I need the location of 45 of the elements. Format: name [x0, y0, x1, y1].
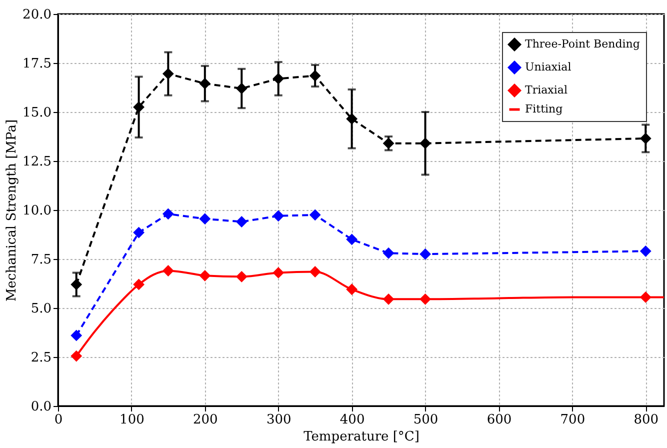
x-tick-label: 800: [634, 412, 659, 428]
y-tick-label: 17.5: [22, 56, 52, 72]
y-axis-title: Mechanical Strength [MPa]: [4, 119, 20, 302]
point: [640, 132, 652, 144]
y-tick-label: 7.5: [30, 252, 52, 268]
y-tick-label: 15.0: [22, 106, 52, 120]
x-axis-title: Temperature [°C]: [304, 430, 420, 444]
point: [162, 208, 174, 220]
legend-label: Fitting: [525, 102, 563, 116]
legend-label: Uniaxial: [525, 60, 572, 74]
y-tick-label: 5.0: [30, 302, 52, 316]
point: [70, 330, 82, 342]
y-tick-label: 10.0: [22, 204, 52, 218]
point: [640, 245, 652, 257]
point: [272, 72, 284, 84]
point: [272, 210, 284, 222]
point: [346, 234, 358, 246]
x-tick-label: 300: [266, 412, 292, 428]
point: [236, 216, 248, 228]
x-tick-label: 600: [486, 412, 512, 428]
point: [420, 138, 431, 150]
x-tick-label: 400: [340, 412, 365, 428]
x-tick-label: 100: [120, 412, 144, 428]
x-tick-label: 0: [54, 412, 63, 428]
y-tick-label: 20.0: [22, 8, 52, 22]
point: [420, 248, 431, 260]
point: [199, 213, 211, 225]
y-tick-label: 0.0: [30, 400, 52, 414]
point: [162, 68, 174, 80]
y-tick-label: 12.5: [22, 154, 52, 170]
point: [382, 247, 394, 259]
point: [236, 82, 248, 94]
point: [133, 101, 144, 113]
point: [309, 70, 321, 82]
point: [309, 209, 321, 221]
x-tick-label: 500: [413, 412, 438, 428]
point: [346, 113, 358, 125]
point: [199, 78, 211, 90]
point: [70, 278, 82, 290]
legend-label: Three-Point Bending: [525, 38, 640, 50]
legend-label: Triaxial: [525, 84, 568, 96]
x-tick-label: 200: [192, 412, 218, 428]
x-tick-label: 700: [560, 412, 586, 428]
y-tick-label: 2.5: [30, 350, 52, 366]
point: [133, 226, 144, 238]
